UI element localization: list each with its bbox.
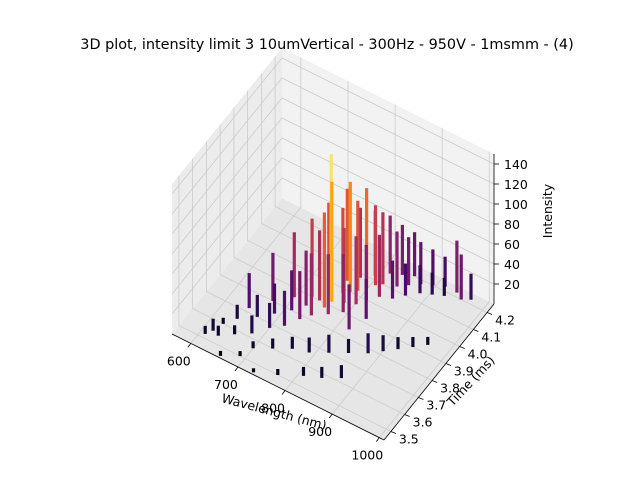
z-tick-label: 140 [504,157,528,172]
x-tick-mark [187,343,192,348]
y-tick-mark [431,380,438,383]
z-axis-label: Intensity [540,183,555,238]
x-tick-mark [375,437,380,442]
axis-lines [171,154,495,441]
data-marks [203,154,473,379]
z-tick-label: 60 [504,237,520,252]
left-pane [172,48,282,334]
x-tick-label: 800 [261,401,285,416]
y-tick-mark [418,397,424,400]
z-grid-line [171,57,495,195]
z-tick-label: 40 [504,257,520,272]
z-grid-line [171,137,495,275]
y-tick-label: 4.0 [468,347,488,362]
y-tick-label: 3.8 [440,381,460,396]
z-grid-line [171,177,495,315]
x-tick-mark [234,366,239,372]
y-tick-label: 4.2 [495,313,515,328]
y-tick-label: 4.1 [481,330,501,345]
x-tick-mark [328,413,333,419]
y-axis-line [383,303,495,441]
x-tick-label: 700 [214,377,238,392]
x-axis-line [171,333,385,441]
x-tick-label: 600 [167,353,191,368]
z-grid-line [171,157,495,295]
y-tick-label: 3.7 [426,398,446,413]
y-tick-label: 3.5 [399,432,419,447]
x-tick-label: 1000 [351,448,383,463]
z-tick-label: 20 [504,277,520,292]
y-tick-label: 3.6 [413,415,433,430]
y-tick-mark [486,312,493,315]
z-grid-line [171,97,495,235]
y-tick-mark [404,414,410,417]
axes-panes [172,48,494,440]
z-tick-label: 80 [504,217,520,232]
tick-labels: 600 700 800 900 1000 3.5 3.6 3.7 3.8 3.9 4.0 4.1 4.2… [167,157,528,463]
z-grid-line [171,117,495,255]
z-tick-label: 100 [504,197,528,212]
floor-pane [172,198,494,440]
y-tick-label: 3.9 [454,364,474,379]
y-tick-mark [473,329,479,332]
y-tick-mark [390,431,397,434]
grid-lines [171,56,495,438]
back-pane [282,48,494,304]
z-grid-line [171,77,495,215]
x-tick-mark [281,390,286,395]
x-tick-label: 900 [308,424,332,439]
y-tick-mark [459,346,465,349]
chart-title: 3D plot, intensity limit 3 10umVertical … [80,37,573,53]
z-tick-label: 120 [504,177,528,192]
y-tick-mark [445,363,452,366]
